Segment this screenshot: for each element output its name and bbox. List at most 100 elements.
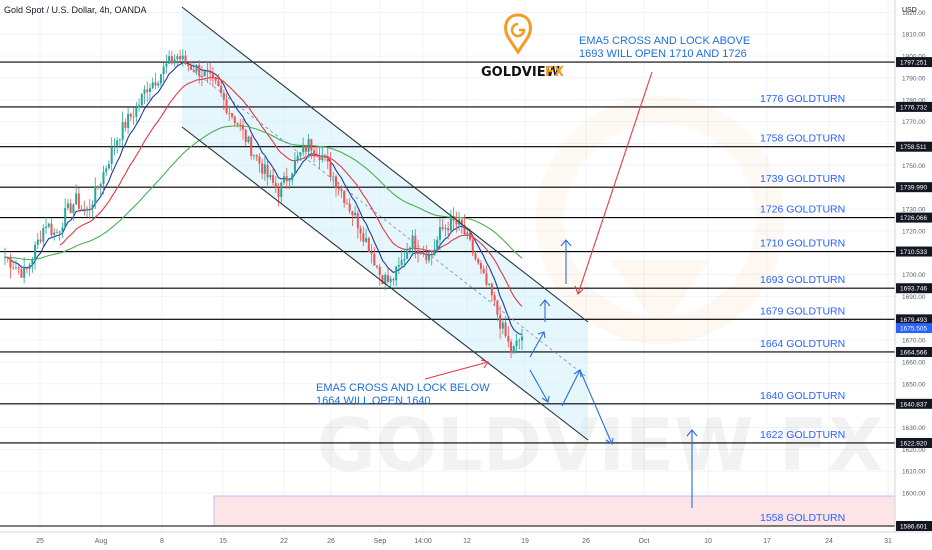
- candle-body: [176, 56, 179, 60]
- candle-body: [493, 295, 496, 301]
- channel-upper-line[interactable]: [181, 6, 589, 323]
- candle-body: [384, 275, 387, 285]
- candle-body: [20, 268, 23, 278]
- candle-body: [129, 113, 132, 117]
- x-tick-label: 24: [825, 538, 833, 545]
- candle-body: [179, 56, 182, 60]
- annotation-top-line1: EMA5 CROSS AND LOCK ABOVE: [579, 35, 750, 47]
- candle-body: [479, 263, 482, 269]
- level-label: 1739 GOLDTURN: [760, 173, 845, 185]
- time-axis[interactable]: [0, 532, 932, 550]
- candle-body: [351, 210, 354, 216]
- candle-body: [499, 314, 502, 329]
- price-tag-text: 1758.511: [900, 144, 927, 151]
- y-tick-label: 1720.00: [902, 228, 926, 235]
- candle-body: [211, 73, 214, 77]
- candle-body: [200, 76, 203, 77]
- candle-body: [105, 168, 108, 173]
- candle-body: [154, 82, 157, 86]
- candle-body: [436, 239, 439, 250]
- price-tag: [896, 521, 932, 531]
- y-tick-label: 1670.00: [902, 338, 926, 345]
- logo-brand: GOLDVIEW: [481, 65, 560, 80]
- candle-body: [110, 147, 113, 164]
- level-label: 1693 GOLDTURN: [760, 274, 845, 286]
- candle-body: [408, 247, 411, 251]
- x-tick-label: 12: [463, 538, 471, 545]
- candle-body: [291, 173, 294, 181]
- x-tick-label: Oct: [639, 538, 650, 545]
- price-tag-text: 1622.920: [900, 440, 927, 447]
- ema-medium-line: [59, 77, 523, 307]
- candle-body: [75, 193, 78, 205]
- candle-body: [28, 264, 31, 270]
- candle-body: [99, 183, 102, 188]
- candle-body: [124, 122, 127, 128]
- candle-body: [61, 227, 64, 232]
- candle-body: [244, 129, 247, 143]
- y-tick-label: 1600.00: [902, 491, 926, 498]
- price-tag: [896, 212, 932, 223]
- candle-body: [485, 273, 488, 285]
- candle-body: [198, 64, 201, 77]
- candle-body: [12, 267, 15, 269]
- watermark-logo-icon: [536, 96, 784, 344]
- candle-body: [460, 219, 463, 226]
- candle-body: [50, 223, 53, 236]
- candle-body: [307, 139, 310, 152]
- candle-body: [31, 259, 34, 265]
- x-tick-label: 22: [280, 538, 288, 545]
- candle-body: [116, 140, 119, 147]
- candle-body: [469, 232, 472, 240]
- level-lines: [0, 61, 895, 527]
- candle-series: [4, 49, 523, 359]
- level-label: 1710 GOLDTURN: [760, 238, 845, 250]
- x-tick-label: 31: [884, 538, 892, 545]
- candle-body: [255, 155, 258, 157]
- candle-body: [192, 69, 195, 72]
- candle-body: [452, 216, 455, 221]
- candle-body: [414, 235, 417, 251]
- x-tick-label: 10: [704, 538, 712, 545]
- ema-long-line: [4, 125, 523, 261]
- x-tick-label: 8: [160, 538, 164, 545]
- candle-body: [277, 188, 280, 198]
- candle-body: [4, 257, 6, 259]
- candle-body: [64, 208, 67, 228]
- price-tag: [896, 141, 932, 152]
- price-tag: [896, 283, 932, 294]
- time-axis-ticks: 25 Aug 8 15 22 26 Sep 14:00 12 19 26 Oct 10 17 24 31: [36, 538, 892, 545]
- candle-body: [438, 227, 441, 240]
- y-tick-label: 1690.00: [902, 294, 926, 301]
- y-tick-label: 1620.00: [902, 447, 926, 454]
- current-price-tag: [896, 323, 932, 334]
- candle-body: [283, 176, 286, 183]
- y-tick-label: 1750.00: [902, 163, 926, 170]
- candle-body: [77, 193, 80, 209]
- candle-body: [507, 336, 510, 342]
- candle-body: [239, 124, 242, 126]
- candle-body: [17, 267, 20, 269]
- candle-body: [66, 203, 69, 209]
- candle-body: [127, 113, 130, 128]
- candle-body: [296, 155, 299, 161]
- candle-body: [34, 244, 37, 260]
- price-tag-text: 1710.533: [900, 249, 927, 256]
- candle-body: [236, 123, 239, 125]
- current-price-text: 1675.505: [900, 326, 927, 333]
- candle-body: [367, 238, 370, 253]
- candle-body: [395, 266, 398, 281]
- candle-body: [417, 250, 420, 253]
- candle-body: [430, 254, 433, 256]
- level-label: 1558 GOLDTURN: [760, 512, 845, 524]
- y-tick-label: 1630.00: [902, 425, 926, 432]
- candle-body: [72, 204, 75, 213]
- x-tick-label: 26: [327, 538, 335, 545]
- candle-body: [444, 228, 447, 229]
- annotation-bottom-line2: 1664 WILL OPEN 1640: [316, 395, 431, 407]
- candle-body: [250, 136, 253, 156]
- candle-body: [23, 267, 26, 278]
- channel-lower-line[interactable]: [181, 126, 589, 441]
- x-tick-label: 17: [763, 538, 771, 545]
